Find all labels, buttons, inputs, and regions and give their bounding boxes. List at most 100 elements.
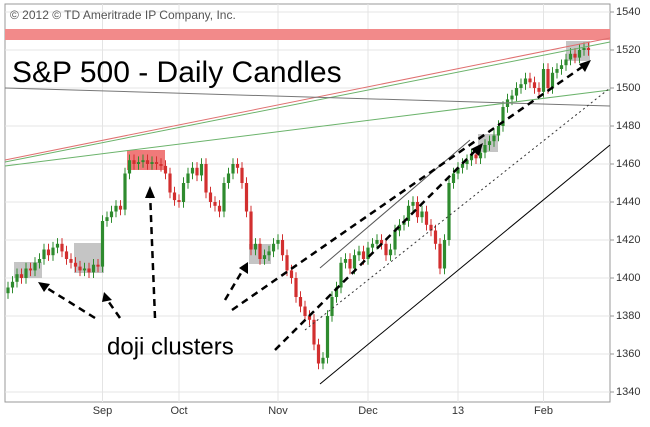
- candle-body: [564, 59, 568, 66]
- candle-body: [141, 160, 145, 163]
- candle-body: [343, 259, 348, 263]
- candle-body: [361, 251, 366, 259]
- annotation: doji clusters: [107, 333, 234, 360]
- candle-body: [181, 183, 186, 202]
- candle-body: [357, 251, 361, 256]
- candle-body: [60, 243, 64, 252]
- doji-box-red: [127, 150, 165, 170]
- candle-body: [91, 264, 96, 273]
- candle-body: [438, 243, 442, 269]
- y-tick-label: 1400: [616, 272, 640, 284]
- candle-body: [105, 217, 109, 221]
- candle-body: [519, 84, 523, 88]
- candle-body: [582, 48, 586, 50]
- candle-body: [303, 306, 307, 316]
- candle-body: [69, 259, 73, 263]
- candle-body: [451, 173, 456, 183]
- candle-body: [366, 247, 370, 259]
- candle-body: [136, 162, 141, 164]
- candle-body: [168, 173, 172, 193]
- candle-body: [132, 160, 136, 164]
- candle-body: [294, 278, 298, 297]
- y-tick-label: 1480: [616, 120, 640, 132]
- candle-body: [118, 205, 123, 210]
- candle-body: [460, 164, 465, 168]
- candle-body: [573, 53, 577, 58]
- y-tick-label: 1340: [616, 386, 640, 398]
- candle-body: [96, 264, 100, 267]
- candle-body: [456, 167, 460, 174]
- candle-body: [51, 247, 55, 256]
- candle-body: [204, 164, 208, 193]
- candle-body: [532, 82, 537, 88]
- candle-body: [55, 243, 60, 248]
- candle-body: [352, 255, 357, 269]
- candle-body: [195, 167, 199, 176]
- candle-body: [172, 192, 177, 201]
- candle-body: [501, 107, 505, 126]
- candle-body: [316, 344, 321, 364]
- candle-body: [406, 205, 411, 221]
- candle-body: [19, 274, 24, 278]
- candle-body: [339, 262, 343, 288]
- candle-body: [33, 262, 37, 271]
- candle-body: [586, 48, 591, 50]
- candle-body: [384, 243, 388, 256]
- candle-body: [496, 126, 501, 136]
- candle-body: [334, 287, 339, 297]
- candle-body: [244, 183, 249, 212]
- candles: [6, 42, 591, 370]
- resistance-band: [5, 29, 610, 40]
- candle-body: [325, 316, 330, 358]
- y-tick-label: 1520: [616, 44, 640, 56]
- candle-body: [235, 164, 240, 168]
- candle-body: [420, 211, 424, 218]
- x-tick-label: Sep: [93, 405, 113, 417]
- copyright: © 2012 © TD Ameritrade IP Company, Inc.: [10, 8, 236, 22]
- candle-body: [528, 78, 532, 83]
- candle-body: [474, 154, 478, 159]
- trendlines: [4, 37, 611, 385]
- candle-body: [154, 162, 159, 164]
- candle-body: [150, 162, 154, 164]
- candle-body: [222, 183, 226, 212]
- candle-body: [465, 160, 469, 164]
- candle-body: [109, 211, 114, 218]
- candle-body: [213, 202, 217, 206]
- candle-body: [415, 202, 420, 218]
- x-tick-label: Dec: [358, 405, 378, 417]
- candle-body: [307, 316, 312, 320]
- candle-body: [208, 192, 213, 202]
- candle-body: [163, 165, 168, 174]
- candle-body: [330, 297, 334, 316]
- y-tick-label: 1360: [616, 348, 640, 360]
- candle-body: [312, 319, 316, 345]
- candle-body: [289, 270, 294, 278]
- candle-body: [478, 152, 483, 159]
- candle-body: [258, 243, 262, 259]
- x-tick-label: 13: [452, 405, 464, 417]
- candle-body: [226, 173, 231, 183]
- y-tick-label: 1500: [616, 82, 640, 94]
- candle-body: [46, 249, 51, 256]
- candle-body: [64, 251, 69, 259]
- candle-body: [177, 200, 181, 202]
- y-tick-label: 1440: [616, 196, 640, 208]
- candle-body: [510, 95, 514, 100]
- candle-body: [15, 274, 19, 282]
- candle-body: [280, 240, 285, 256]
- candle-body: [370, 243, 375, 248]
- candle-body: [114, 205, 118, 212]
- candle-body: [28, 268, 33, 271]
- candle-body: [24, 268, 28, 278]
- candle-body: [82, 268, 87, 271]
- candle-body: [375, 240, 379, 244]
- candle-body: [433, 230, 438, 244]
- candle-body: [186, 173, 190, 183]
- candle-body: [231, 164, 235, 174]
- candle-body: [469, 154, 474, 161]
- candle-body: [78, 266, 82, 271]
- arrows: [41, 63, 586, 351]
- candle-body: [285, 255, 289, 271]
